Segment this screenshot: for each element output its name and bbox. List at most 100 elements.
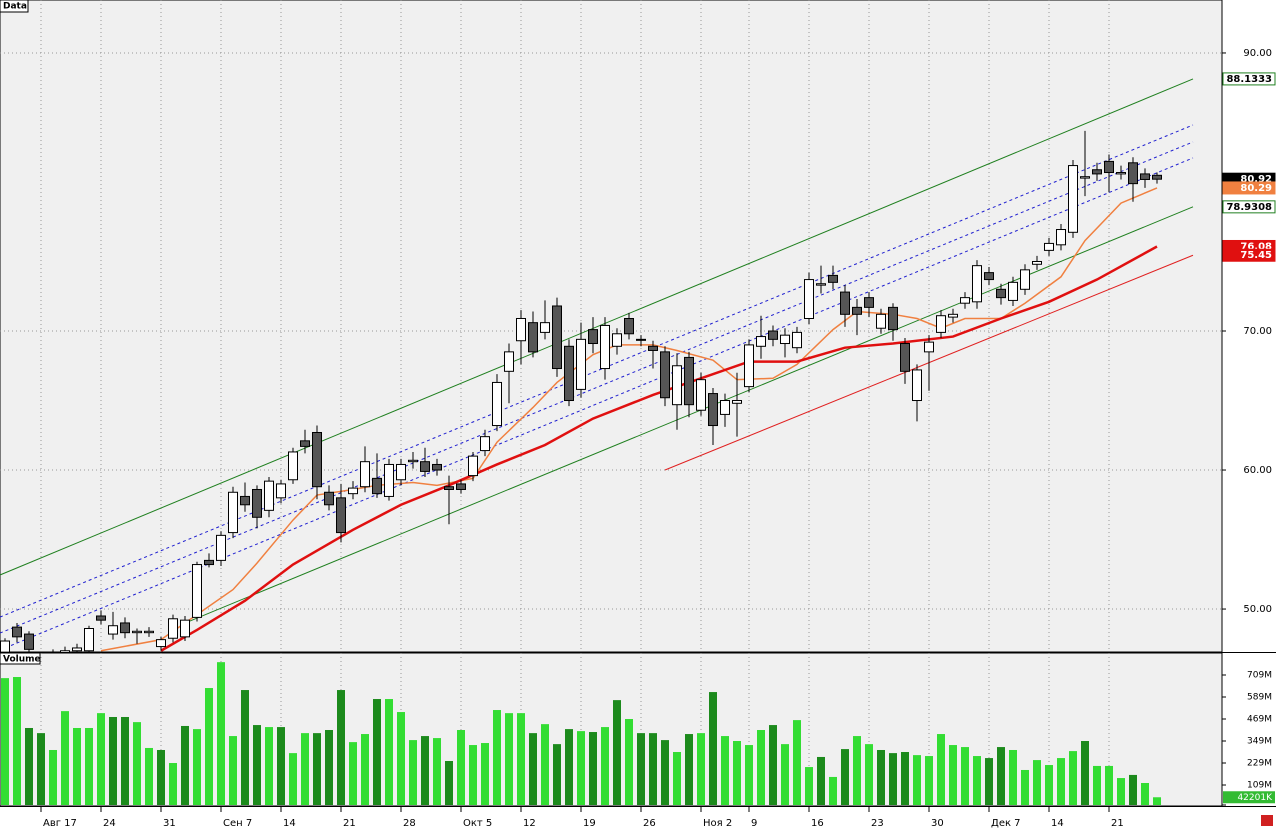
candle-body bbox=[984, 272, 994, 281]
volume-bar bbox=[997, 747, 1005, 805]
panel-label-box bbox=[0, 652, 41, 665]
candle-body bbox=[408, 459, 418, 463]
volume-bar bbox=[853, 736, 861, 805]
volume-bar bbox=[721, 736, 729, 805]
candle-body bbox=[132, 630, 142, 634]
volume-bar bbox=[349, 742, 357, 805]
panel-label: Volume bbox=[3, 655, 41, 665]
volume-bar bbox=[745, 745, 753, 805]
candle-body bbox=[396, 463, 406, 481]
price-marker-label: 76.08 bbox=[1240, 241, 1272, 252]
volume-bar bbox=[361, 734, 369, 805]
candle-body bbox=[372, 477, 382, 495]
candle-body bbox=[1020, 269, 1030, 290]
candle-body bbox=[588, 329, 598, 345]
volume-bar bbox=[385, 699, 393, 805]
x-tick-label: 21 bbox=[343, 818, 356, 829]
volume-bar bbox=[433, 738, 441, 805]
candle-body bbox=[756, 336, 766, 347]
volume-bar bbox=[13, 677, 21, 805]
price-marker-label: 80.92 bbox=[1240, 174, 1272, 185]
volume-bar bbox=[1153, 797, 1161, 805]
price-marker-label: 75.45 bbox=[1240, 250, 1272, 261]
candle-body bbox=[948, 313, 958, 318]
volume-bar bbox=[1093, 765, 1101, 805]
candle-body bbox=[1032, 260, 1042, 265]
candle-body bbox=[624, 317, 634, 335]
volume-bar bbox=[517, 713, 525, 805]
volume-bar bbox=[841, 749, 849, 805]
y-tick-label: 60.00 bbox=[1243, 465, 1272, 476]
candle-body bbox=[1092, 169, 1102, 175]
candle-body bbox=[696, 379, 706, 411]
volume-bar bbox=[805, 767, 813, 805]
x-tick-label: 12 bbox=[523, 818, 536, 829]
y-tick-label: 70.00 bbox=[1243, 326, 1272, 337]
volume-bar bbox=[25, 727, 33, 805]
volume-bar bbox=[637, 733, 645, 805]
x-tick-label: 28 bbox=[403, 818, 416, 829]
y-tick-label: 50.00 bbox=[1243, 604, 1272, 615]
volume-bar bbox=[1, 678, 9, 805]
volume-bar bbox=[973, 756, 981, 805]
candle-body bbox=[156, 639, 166, 648]
panel-label: Data bbox=[3, 2, 27, 12]
volume-bar bbox=[781, 744, 789, 805]
volume-tick-label: 109M bbox=[1247, 781, 1272, 791]
candle-body bbox=[72, 647, 82, 652]
volume-bar bbox=[109, 716, 117, 805]
candle-body bbox=[444, 486, 454, 490]
candle-body bbox=[636, 338, 646, 341]
volume-bar bbox=[205, 688, 213, 805]
candle-body bbox=[384, 463, 394, 497]
volume-bar bbox=[649, 733, 657, 805]
x-tick-label: 24 bbox=[103, 818, 116, 829]
candle-body bbox=[1044, 242, 1054, 251]
candle-body bbox=[252, 488, 262, 518]
volume-bar bbox=[1021, 769, 1029, 805]
volume-bar bbox=[301, 733, 309, 805]
candle-body bbox=[288, 451, 298, 481]
candle-body bbox=[1140, 173, 1150, 180]
volume-marker-label: 42201K bbox=[1237, 793, 1273, 803]
candle-body bbox=[1104, 160, 1114, 174]
channel-line bbox=[0, 124, 1194, 618]
volume-bar bbox=[673, 752, 681, 805]
volume-bar bbox=[265, 727, 273, 805]
candle-body bbox=[264, 480, 274, 511]
candle-body bbox=[516, 317, 526, 342]
candle-body bbox=[120, 622, 130, 634]
volume-bar bbox=[733, 741, 741, 805]
candle-body bbox=[360, 461, 370, 488]
x-tick-label: 23 bbox=[871, 818, 884, 829]
volume-bar bbox=[1105, 765, 1113, 805]
volume-bar bbox=[817, 756, 825, 805]
volume-tick-label: 589M bbox=[1247, 693, 1272, 703]
volume-bar bbox=[913, 755, 921, 805]
x-tick-label: 21 bbox=[1111, 818, 1124, 829]
volume-bar bbox=[229, 736, 237, 805]
candle-body bbox=[600, 324, 610, 370]
candle-body bbox=[768, 330, 778, 340]
candle-body bbox=[924, 341, 934, 353]
candle-body bbox=[144, 630, 154, 634]
candle-body bbox=[84, 628, 94, 652]
volume-bar bbox=[445, 760, 453, 805]
volume-bar bbox=[1009, 749, 1017, 805]
volume-bar bbox=[241, 690, 249, 805]
scroll-icon[interactable] bbox=[1261, 815, 1273, 826]
volume-bar bbox=[685, 734, 693, 805]
candle-body bbox=[552, 305, 562, 370]
candle-body bbox=[732, 400, 742, 404]
x-tick-label: 26 bbox=[643, 818, 656, 829]
volume-bar bbox=[145, 747, 153, 805]
volume-bar bbox=[565, 729, 573, 805]
candle-body bbox=[0, 640, 10, 652]
candle-body bbox=[240, 495, 250, 506]
volume-bar bbox=[397, 712, 405, 805]
volume-bar bbox=[1057, 758, 1065, 805]
volume-bar bbox=[337, 690, 345, 805]
volume-bar bbox=[193, 729, 201, 805]
volume-bar bbox=[277, 727, 285, 805]
